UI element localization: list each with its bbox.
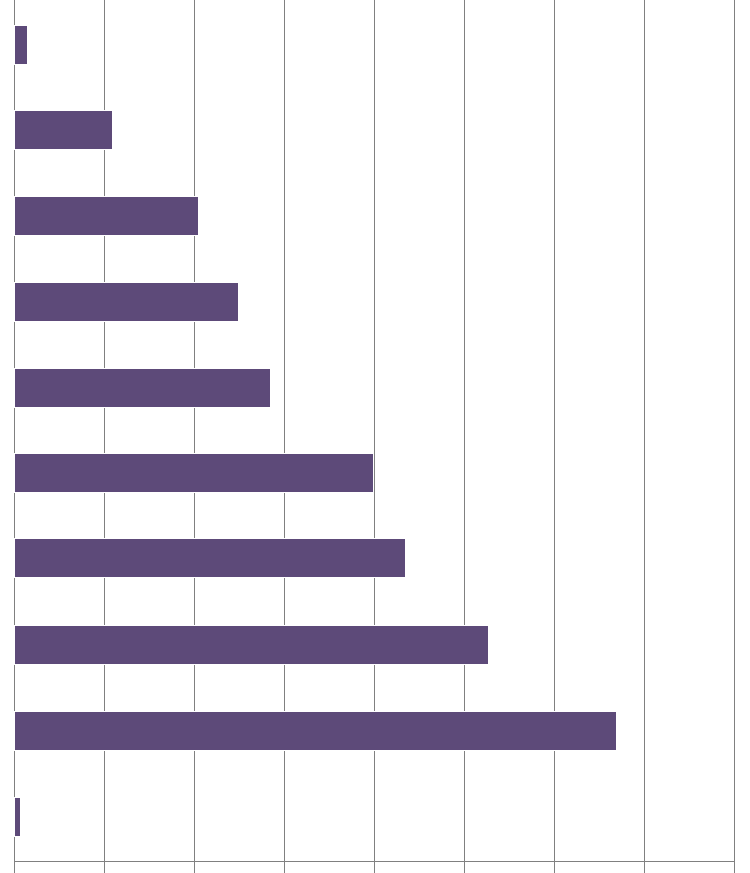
gridline	[644, 0, 645, 862]
bar	[14, 797, 21, 837]
x-tick	[284, 862, 285, 873]
plot-area	[14, 0, 734, 862]
x-tick	[644, 862, 645, 873]
x-tick	[734, 862, 735, 873]
bar	[14, 538, 406, 578]
x-tick	[464, 862, 465, 873]
bar	[14, 282, 239, 322]
x-tick	[374, 862, 375, 873]
horizontal-bar-chart	[14, 0, 734, 862]
bar	[14, 110, 113, 150]
bar	[14, 711, 617, 751]
x-tick	[194, 862, 195, 873]
bar	[14, 625, 489, 665]
bar	[14, 196, 199, 236]
bar	[14, 368, 271, 408]
x-tick	[554, 862, 555, 873]
bar	[14, 453, 374, 493]
x-tick	[14, 862, 15, 873]
x-tick	[104, 862, 105, 873]
bar	[14, 25, 28, 65]
gridline	[734, 0, 735, 862]
